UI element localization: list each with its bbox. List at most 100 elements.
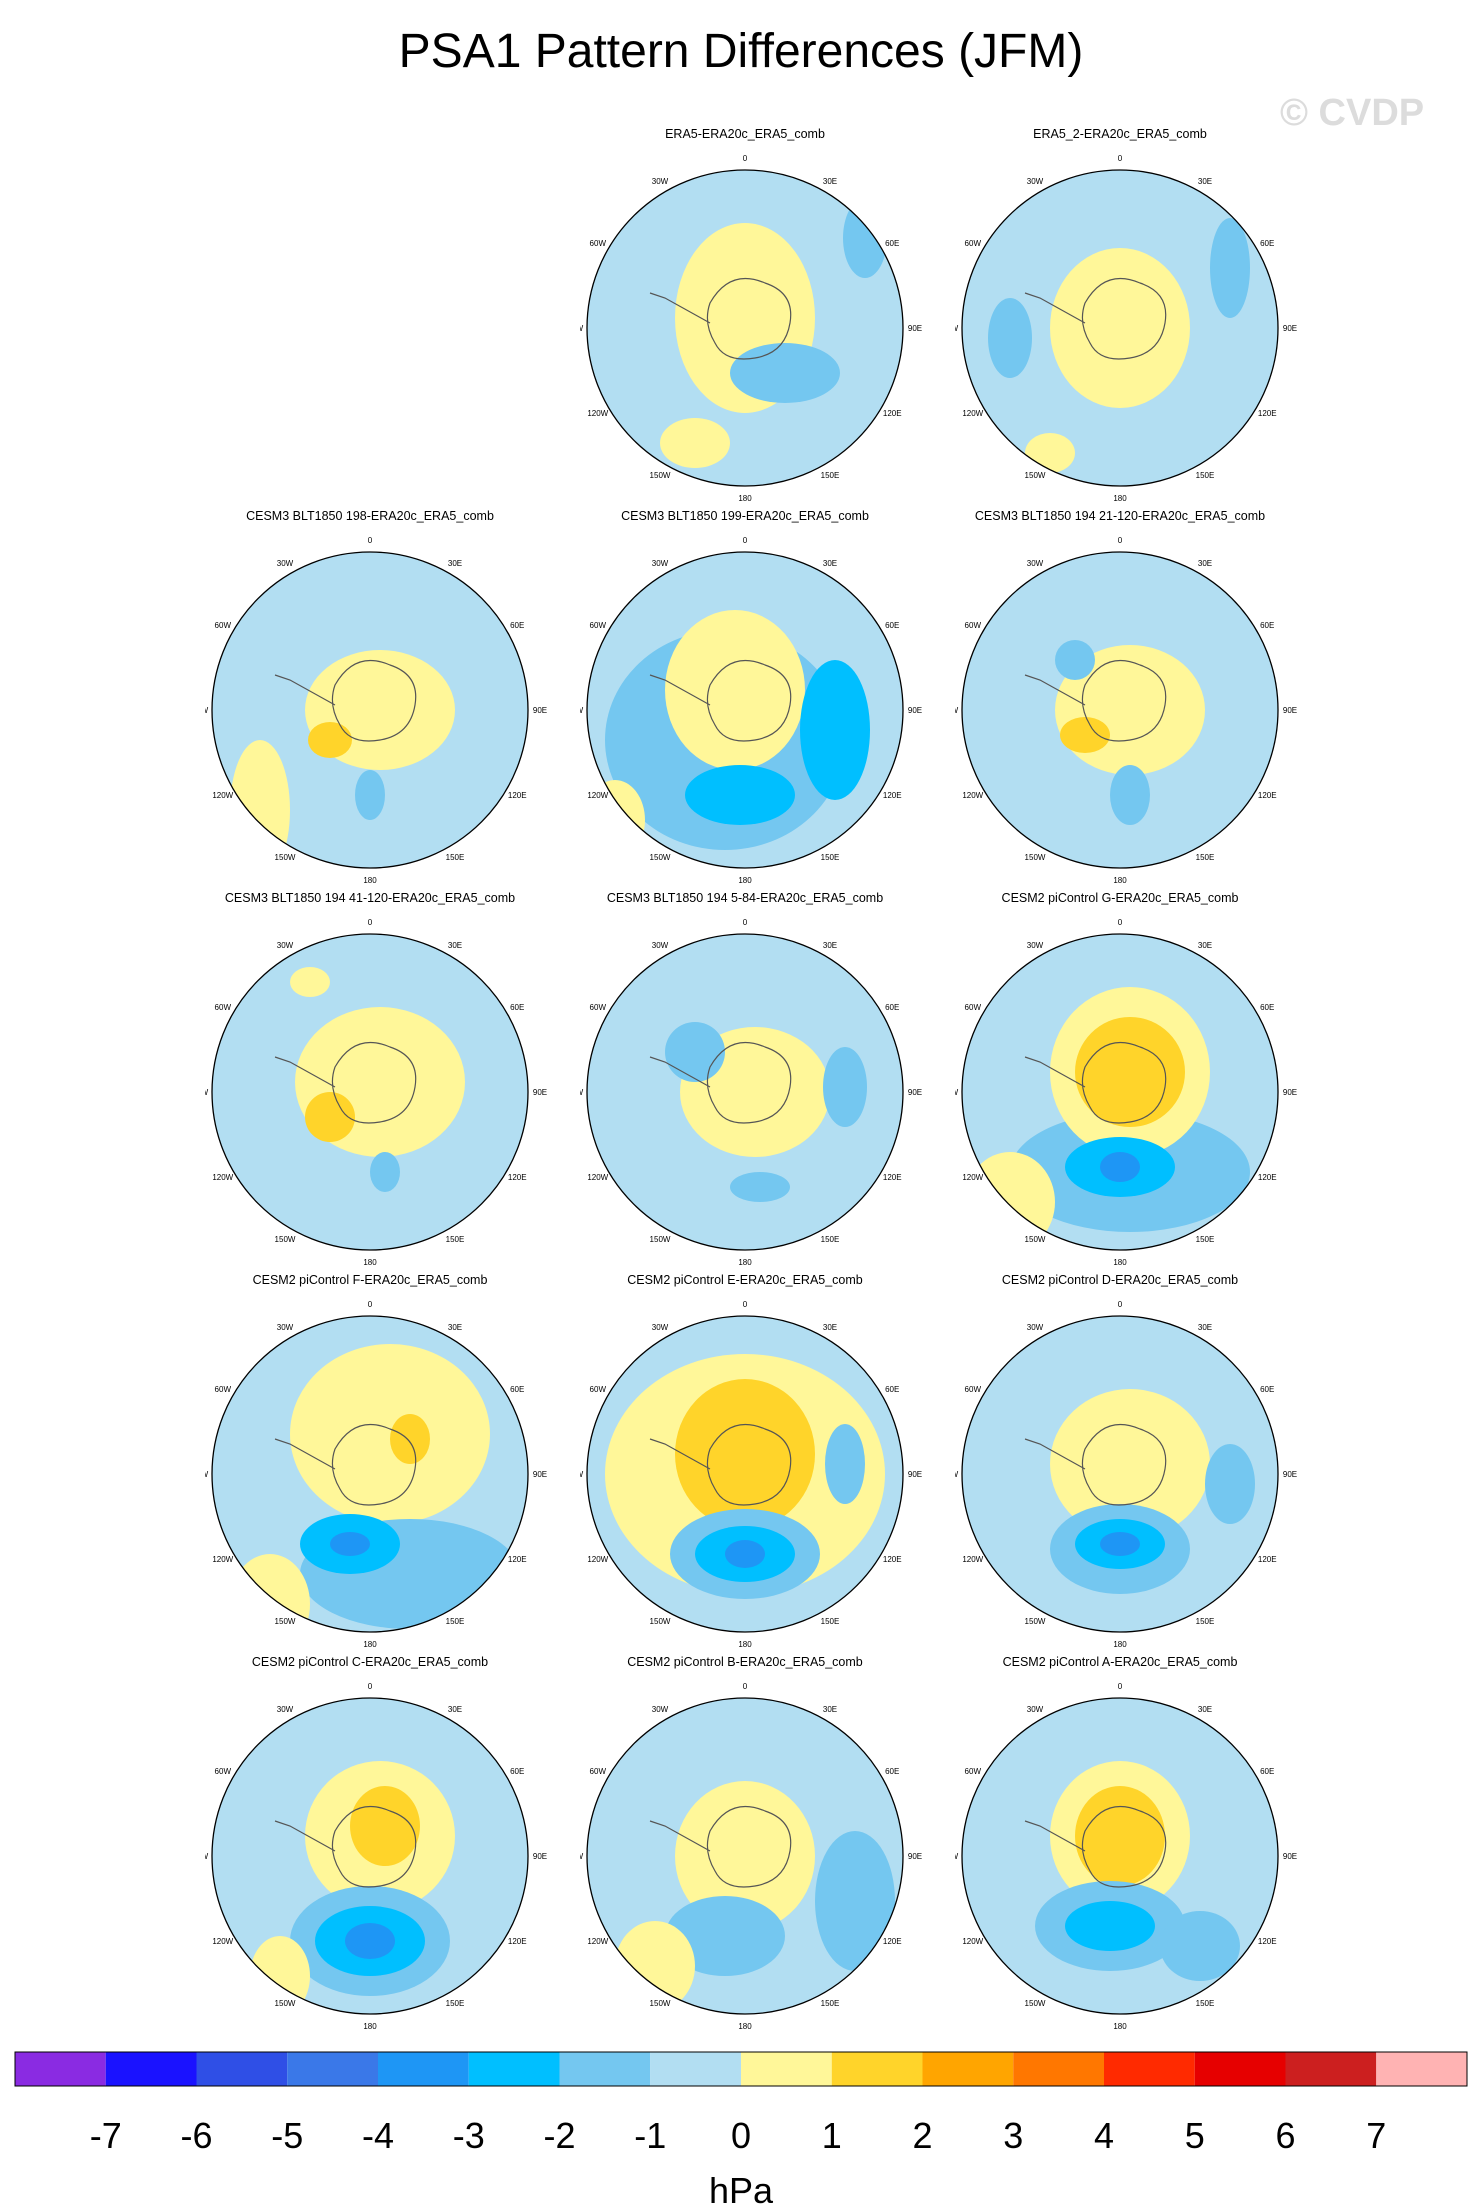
map-border (961, 551, 1279, 869)
longitude-label: 180 (738, 876, 752, 885)
longitude-label: 180 (1113, 2022, 1127, 2031)
longitude-label: 0 (1118, 536, 1123, 545)
colorbar-swatch (196, 2052, 288, 2086)
longitude-label: 0 (368, 1300, 373, 1309)
longitude-label: 30W (652, 941, 669, 950)
longitude-label: 60E (885, 1767, 899, 1776)
map-panel-figure: CESM3 BLT1850 198-ERA20c_ERA5_comb 0 30E 60… (205, 510, 547, 885)
longitude-label: 120E (508, 1555, 527, 1564)
contour-region (1050, 248, 1190, 408)
longitude-label: 30W (1027, 1323, 1044, 1332)
colorbar-units: hPa (708, 2170, 774, 2211)
longitude-label: 150W (650, 471, 671, 480)
longitude-label: 180 (738, 494, 752, 503)
contour-region (308, 722, 352, 758)
longitude-label: 0 (1118, 1682, 1123, 1691)
peninsula-coastline (274, 1056, 336, 1088)
longitude-label: 90W (955, 1852, 959, 1861)
colorbar-swatch (1194, 2052, 1286, 2086)
longitude-label: 150W (650, 1235, 671, 1244)
contour-region (685, 765, 795, 825)
peninsula-coastline (274, 1820, 336, 1852)
longitude-label: 90E (1283, 324, 1297, 333)
colorbar-tick-label: -3 (453, 2115, 485, 2156)
longitude-label: 150E (446, 1999, 465, 2008)
panel-title: CESM3 BLT1850 194 5-84-ERA20c_ERA5_comb (607, 892, 883, 905)
map-panel: CESM3 BLT1850 194 41-120-ERA20c_ERA5_com… (205, 892, 575, 1272)
colorbar-tick-label: 7 (1366, 2115, 1386, 2156)
longitude-label: 30E (823, 1705, 837, 1714)
longitude-label: 60W (215, 1767, 232, 1776)
longitude-label: 60E (1260, 1767, 1274, 1776)
panel-title: CESM2 piControl E-ERA20c_ERA5_comb (627, 1274, 863, 1287)
colorbar-swatch (559, 2052, 651, 2086)
map-border (961, 1315, 1279, 1633)
longitude-label: 120E (1258, 1173, 1277, 1182)
panel-title: CESM2 piControl A-ERA20c_ERA5_comb (1003, 1656, 1238, 1669)
colorbar-tick-label: 0 (731, 2115, 751, 2156)
peninsula-coastline (274, 1438, 336, 1470)
contour-region (1110, 765, 1150, 825)
longitude-label: 120W (212, 1937, 233, 1946)
longitude-label: 120E (1258, 1937, 1277, 1946)
longitude-label: 30E (448, 1323, 462, 1332)
longitude-label: 90E (908, 1470, 922, 1479)
longitude-label: 30E (448, 941, 462, 950)
longitude-label: 60W (215, 621, 232, 630)
antarctica-coastline (706, 277, 792, 360)
antarctica-coastline (706, 1805, 792, 1888)
longitude-label: 30E (823, 1323, 837, 1332)
colorbar-swatch (1013, 2052, 1104, 2086)
contour-region (660, 418, 730, 468)
longitude-label: 120W (962, 791, 983, 800)
longitude-label: 90E (533, 1088, 547, 1097)
longitude-label: 60W (215, 1385, 232, 1394)
longitude-label: 120E (883, 1555, 902, 1564)
map-panel: CESM2 piControl G-ERA20c_ERA5_comb 0 30E 60… (955, 892, 1325, 1272)
longitude-label: 30E (1198, 1323, 1212, 1332)
anomaly-contours (1024, 1761, 1240, 1981)
panel-title: CESM2 piControl C-ERA20c_ERA5_comb (252, 1656, 488, 1669)
longitude-label: 150W (275, 1235, 296, 1244)
panel-title: CESM2 piControl D-ERA20c_ERA5_comb (1002, 1274, 1238, 1287)
longitude-label: 150E (1196, 1617, 1215, 1626)
longitude-label: 150E (821, 1617, 840, 1626)
longitude-label: 180 (738, 1640, 752, 1649)
longitude-label: 90W (580, 1088, 584, 1097)
contour-region (665, 1896, 785, 1976)
map-panel: CESM2 piControl A-ERA20c_ERA5_comb 0 30E 60… (955, 1656, 1325, 2036)
anomaly-contours (274, 967, 465, 1192)
map-panel-figure: CESM3 BLT1850 194 21-120-ERA20c_ERA5_com… (955, 510, 1297, 885)
longitude-label: 0 (368, 918, 373, 927)
longitude-label: 180 (363, 2022, 377, 2031)
longitude-label: 30E (1198, 559, 1212, 568)
longitude-label: 150W (650, 1617, 671, 1626)
peninsula-coastline (649, 292, 711, 324)
longitude-label: 60E (1260, 1003, 1274, 1012)
colorbar-tick-label: 4 (1094, 2115, 1114, 2156)
longitude-label: 60E (510, 1767, 524, 1776)
panel-title: CESM3 BLT1850 198-ERA20c_ERA5_comb (246, 510, 494, 523)
longitude-label: 90W (205, 706, 209, 715)
longitude-label: 120E (883, 1937, 902, 1946)
colorbar-swatch (1104, 2052, 1195, 2086)
antarctica-coastline (331, 659, 417, 742)
contour-region (290, 1344, 490, 1524)
colorbar-tick-label: 2 (912, 2115, 932, 2156)
peninsula-coastline (649, 1820, 711, 1852)
longitude-label: 0 (743, 154, 748, 163)
colorbar-tick-label: 3 (1003, 2115, 1023, 2156)
longitude-label: 120W (962, 1173, 983, 1182)
longitude-label: 90W (580, 324, 584, 333)
longitude-label: 90W (580, 1852, 584, 1861)
longitude-label: 150E (821, 1235, 840, 1244)
antarctica-coastline (1081, 1041, 1167, 1124)
contour-region (1210, 218, 1250, 318)
contour-region (1205, 1444, 1255, 1524)
longitude-label: 180 (1113, 1258, 1127, 1267)
longitude-label: 120E (883, 791, 902, 800)
longitude-label: 180 (363, 876, 377, 885)
contour-region (665, 610, 805, 770)
longitude-label: 30W (652, 177, 669, 186)
